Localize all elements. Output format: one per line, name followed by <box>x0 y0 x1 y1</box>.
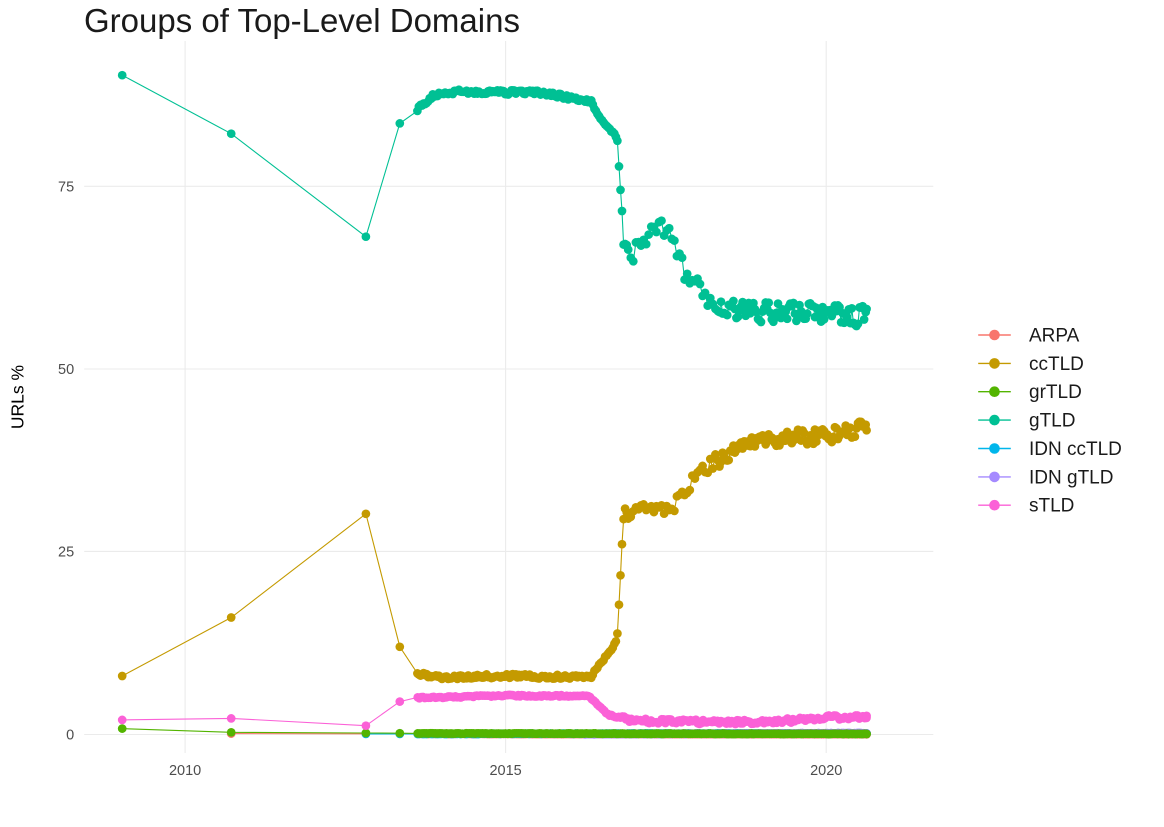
svg-text:ccTLD: ccTLD <box>1029 354 1084 375</box>
svg-text:50: 50 <box>58 362 74 378</box>
svg-text:IDN ccTLD: IDN ccTLD <box>1029 439 1122 460</box>
svg-text:0: 0 <box>66 728 74 744</box>
svg-text:grTLD: grTLD <box>1029 382 1082 403</box>
svg-text:gTLD: gTLD <box>1029 411 1075 432</box>
svg-text:sTLD: sTLD <box>1029 496 1074 517</box>
svg-text:2010: 2010 <box>169 763 201 779</box>
svg-text:2020: 2020 <box>810 763 842 779</box>
svg-text:2015: 2015 <box>489 763 521 779</box>
svg-text:75: 75 <box>58 179 74 195</box>
svg-text:ARPA: ARPA <box>1029 326 1080 347</box>
svg-text:25: 25 <box>58 544 74 560</box>
svg-text:IDN gTLD: IDN gTLD <box>1029 467 1113 488</box>
